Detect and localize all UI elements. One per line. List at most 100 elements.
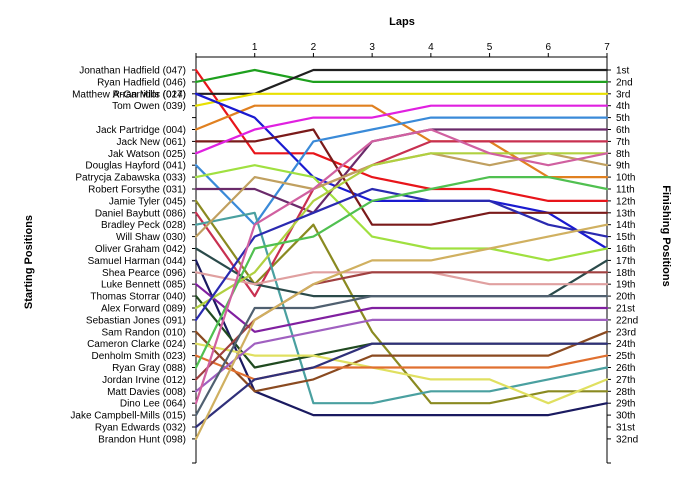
starting-position-label: Dino Lee (064) xyxy=(120,399,186,410)
finishing-position-label: 5th xyxy=(616,113,630,124)
finishing-position-label: 19th xyxy=(616,280,635,291)
starting-position-label: Jamie Tyler (045) xyxy=(109,196,186,207)
starting-position-label: Luke Bennett (085) xyxy=(101,280,186,291)
starting-position-label: Jake Campbell-Mills (015) xyxy=(70,411,186,422)
series-line xyxy=(194,152,609,310)
finishing-position-label: 8th xyxy=(616,149,630,160)
finishing-position-label: 15th xyxy=(616,232,635,243)
starting-position-label: Jordan Irvine (012) xyxy=(102,375,186,386)
series-line xyxy=(194,92,609,107)
chart-axes xyxy=(192,53,611,464)
series-line xyxy=(194,283,609,333)
starting-position-label: Jack New (061) xyxy=(117,137,186,148)
starting-position-label: Brandon Hunt (098) xyxy=(98,434,186,445)
series-line xyxy=(194,68,609,95)
finishing-position-label: 25th xyxy=(616,351,635,362)
starting-position-label: Shea Pearce (096) xyxy=(102,268,186,279)
lap-tick-labels: 1 2 3 4 5 6 7 xyxy=(252,42,610,53)
series-line xyxy=(194,68,609,202)
starting-position-label: Jak Watson (025) xyxy=(108,149,186,160)
finishing-position-label: 29th xyxy=(616,399,635,410)
finishing-position-label: 26th xyxy=(616,363,635,374)
series-line xyxy=(194,259,609,417)
series-lines xyxy=(194,68,609,440)
finishing-position-label: 27th xyxy=(616,375,635,386)
finishing-position-label: 16th xyxy=(616,244,635,255)
series-line xyxy=(194,271,609,381)
finishing-position-label: 3rd xyxy=(616,89,630,100)
finishing-position-label: 20th xyxy=(616,292,635,303)
starting-position-label: Sebastian Jones (091) xyxy=(86,315,186,326)
x-axis-title: Laps xyxy=(389,16,415,28)
finishing-position-label: 17th xyxy=(616,256,635,267)
finishing-position-label: 2nd xyxy=(616,77,633,88)
starting-position-label: Ryan Hadfield (046) xyxy=(97,77,186,88)
finishing-position-label: 10th xyxy=(616,173,635,184)
finishing-position-label: 11th xyxy=(616,185,635,196)
series-line xyxy=(194,342,609,429)
finishing-position-label: 7th xyxy=(616,137,630,148)
finishing-position-label: 1st xyxy=(616,66,630,77)
starting-position-label: Denholm Smith (023) xyxy=(92,351,186,362)
series-line xyxy=(194,116,609,226)
finishing-position-label: 24th xyxy=(616,339,635,350)
starting-position-label: Patrycja Zabawska (033) xyxy=(75,173,186,184)
lap-tick-label: 3 xyxy=(369,42,375,53)
lap-tick-label: 1 xyxy=(252,42,258,53)
lap-tick-label: 4 xyxy=(428,42,434,53)
finishing-position-label: 6th xyxy=(616,125,630,136)
starting-position-label: Oliver Graham (042) xyxy=(95,244,186,255)
finishing-position-label: 28th xyxy=(616,387,635,398)
series-line xyxy=(194,223,609,440)
lap-tick-label: 2 xyxy=(311,42,317,53)
finishing-position-label: 4th xyxy=(616,101,630,112)
lap-tick-label: 7 xyxy=(604,42,610,53)
series-line xyxy=(194,104,609,155)
series-line xyxy=(194,164,609,262)
starting-position-label: Thomas Storrar (040) xyxy=(90,292,186,303)
starting-position-label: Sam Randon (010) xyxy=(102,327,187,338)
starting-position-label: Matt Davies (008) xyxy=(107,387,186,398)
starting-position-label: Tom Owen (039) xyxy=(112,101,186,112)
starting-position-label: Cameron Clarke (024) xyxy=(87,339,186,350)
starting-position-label: Ryan Gray (088) xyxy=(112,363,186,374)
series-line xyxy=(194,68,609,84)
starting-position-label: Daniel Baybutt (086) xyxy=(95,208,186,219)
series-line xyxy=(194,140,609,298)
starting-position-label: Douglas Hayford (041) xyxy=(85,161,186,172)
series-line xyxy=(194,342,609,405)
series-line xyxy=(194,176,609,369)
starting-position-label: Samuel Harman (044) xyxy=(88,256,186,267)
finishing-position-label: 32nd xyxy=(616,434,638,445)
series-line xyxy=(194,330,609,393)
starting-position-label: Alex Forward (089) xyxy=(101,304,186,315)
lap-tick-label: 6 xyxy=(546,42,552,53)
series-line xyxy=(194,295,609,417)
starting-position-label: Arran Mills (014) xyxy=(113,89,186,100)
starting-position-label: Jack Partridge (004) xyxy=(96,125,186,136)
left-axis-title: Starting Positions xyxy=(23,215,35,309)
starting-position-label: Bradley Peck (028) xyxy=(101,220,186,231)
series-line xyxy=(194,128,609,226)
starting-position-label: Robert Forsythe (031) xyxy=(88,185,186,196)
finishing-position-label: 21st xyxy=(616,304,635,315)
finishing-position-label: 30th xyxy=(616,411,635,422)
starting-position-label: Matthew R-Garridor (027) xyxy=(72,89,186,100)
finishing-position-label: 22nd xyxy=(616,315,638,326)
starting-position-label: Ryan Edwards (032) xyxy=(95,423,186,434)
finishing-position-label: 31st xyxy=(616,423,635,434)
finishing-position-label: 13th xyxy=(616,208,635,219)
lap-tick-label: 5 xyxy=(487,42,493,53)
finishing-position-label: 12th xyxy=(616,196,635,207)
right-axis-title: Finishing Positions xyxy=(660,185,672,286)
series-line xyxy=(194,187,609,321)
starting-position-labels: Jonathan Hadfield (047)Ryan Hadfield (04… xyxy=(70,66,186,446)
series-line xyxy=(194,211,609,405)
finishing-position-labels: 1st2nd3rd4th5th6th7th8th9th10th11th12th1… xyxy=(616,66,638,446)
finishing-position-label: 14th xyxy=(616,220,635,231)
starting-position-label: Will Shaw (030) xyxy=(116,232,186,243)
starting-position-label: Jonathan Hadfield (047) xyxy=(79,66,186,77)
finishing-position-label: 9th xyxy=(616,161,630,172)
series-line xyxy=(194,318,609,393)
